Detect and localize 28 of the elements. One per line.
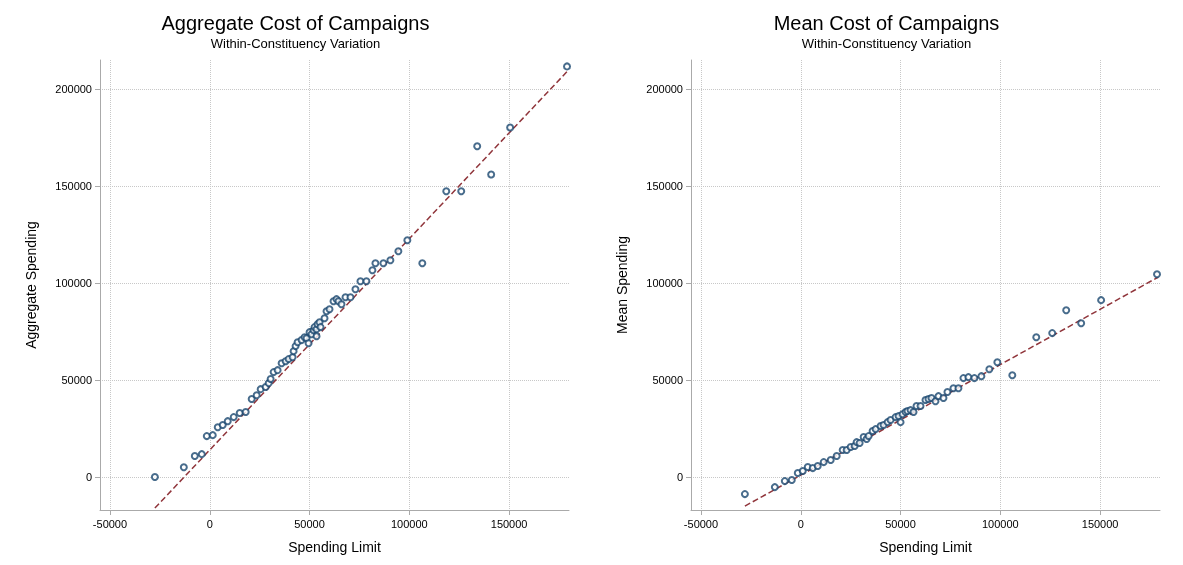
y-tick-label: 150000 [55, 180, 92, 193]
x-tick-label: -50000 [92, 517, 128, 530]
x-tick-label: 50000 [885, 517, 916, 530]
x-tick-label: 100000 [390, 517, 428, 530]
x-axis-title: Spending Limit [879, 539, 972, 555]
chart-subtitle: Within-Constituency Variation [801, 36, 972, 51]
x-tick-label: -50000 [683, 517, 719, 530]
chart-subtitle: Within-Constituency Variation [210, 36, 381, 51]
x-tick-label: 150000 [490, 517, 528, 530]
x-tick-label: 0 [797, 517, 804, 530]
x-tick-label: 0 [206, 517, 213, 530]
y-tick-label: 0 [85, 471, 92, 484]
y-tick-label: 50000 [61, 374, 92, 387]
y-tick-label: 100000 [55, 277, 92, 290]
x-axis-title: Spending Limit [288, 539, 381, 555]
y-tick-label: 200000 [55, 83, 92, 96]
y-tick-label: 200000 [646, 83, 683, 96]
y-axis-title: Aggregate Spending [23, 221, 39, 349]
x-tick-label: 50000 [294, 517, 325, 530]
y-tick-label: 100000 [646, 277, 683, 290]
y-tick-label: 0 [676, 471, 683, 484]
y-tick-label: 50000 [652, 374, 683, 387]
x-tick-label: 150000 [1081, 517, 1119, 530]
y-axis-title: Mean Spending [614, 235, 630, 335]
chart-title: Aggregate Cost of Campaigns [161, 12, 430, 34]
y-tick-label: 150000 [646, 180, 683, 193]
x-tick-label: 100000 [981, 517, 1019, 530]
chart-title: Mean Cost of Campaigns [773, 12, 1000, 34]
